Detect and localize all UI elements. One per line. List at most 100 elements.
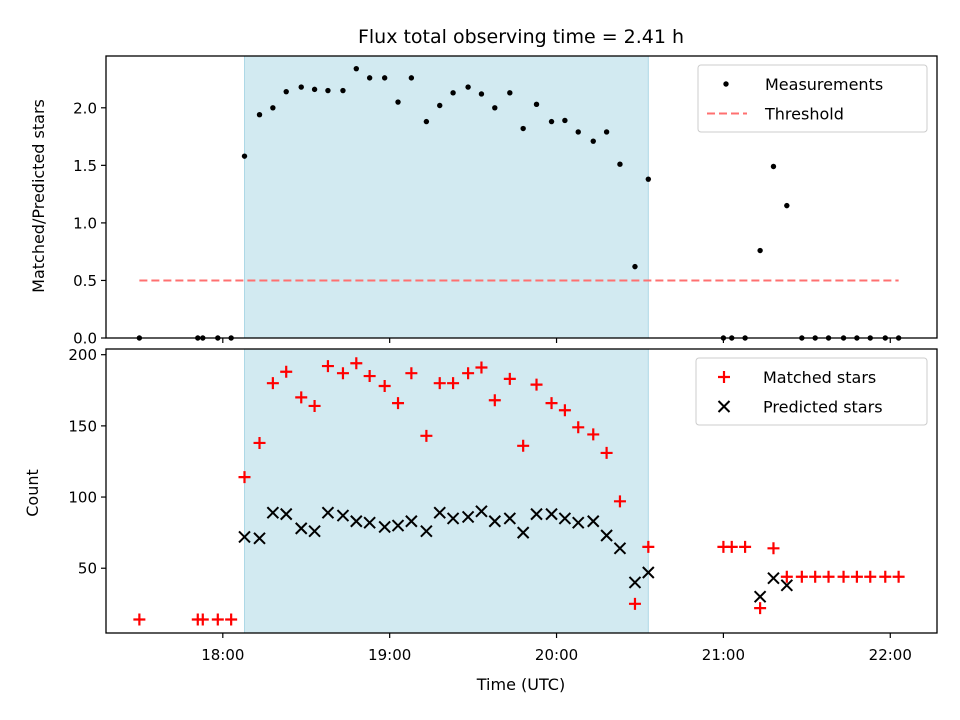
legend-marker-dot — [723, 81, 729, 87]
measurements-point — [283, 88, 289, 95]
measurements-point — [548, 118, 555, 125]
matched-stars-point — [795, 570, 808, 583]
bottom-y-tick-label: 150 — [68, 417, 97, 435]
bottom-x-tick-label: 20:00 — [535, 646, 578, 664]
top-observing-window — [244, 55, 649, 339]
measurements-point — [590, 138, 596, 144]
predicted-stars-point — [516, 526, 530, 539]
matched-stars-point — [767, 542, 780, 555]
top-panel: 0.0 0.5 1.0 1.5 2.0 Measurements Threshold — [73, 55, 938, 348]
predicted-stars-point — [238, 530, 251, 544]
matched-stars-point — [433, 377, 446, 390]
matched-stars-point — [405, 367, 418, 380]
matched-stars-point — [447, 377, 460, 390]
bottom-legend: Matched stars Predicted stars — [695, 357, 928, 426]
bottom-x-tick-label: 21:00 — [702, 646, 745, 664]
predicted-stars-point — [295, 522, 308, 535]
matched-stars-point — [378, 380, 391, 393]
top-y-tick-label: 0.5 — [73, 272, 97, 290]
predicted-stars-point — [266, 506, 280, 519]
matched-stars-point — [196, 613, 209, 626]
matched-stars-point — [642, 540, 655, 553]
matched-stars-point — [363, 370, 376, 383]
measurements-point — [437, 102, 443, 109]
measurements-point — [478, 91, 485, 97]
measurements-point — [507, 90, 513, 96]
matched-stars-point — [754, 602, 767, 615]
predicted-stars-point — [600, 529, 613, 542]
bottom-observing-window — [244, 348, 649, 634]
bottom-x-tick-label: 19:00 — [368, 646, 411, 664]
measurements-point — [645, 176, 652, 182]
top-y-tick-label: 1.5 — [73, 157, 97, 175]
predicted-stars-point — [587, 515, 600, 528]
matched-stars-point — [225, 613, 238, 626]
predicted-stars-point — [558, 512, 572, 525]
measurements-point — [256, 112, 263, 118]
top-y-axis-label: Matched/Predicted stars — [29, 99, 48, 293]
matched-stars-point — [600, 446, 613, 459]
matched-stars-point — [211, 613, 224, 626]
matched-stars-point — [280, 365, 293, 378]
measurements-point — [562, 117, 568, 124]
predicted-stars-point — [391, 519, 405, 532]
matched-stars-point — [628, 597, 641, 610]
matched-stars-point — [850, 570, 863, 583]
legend-marker-x — [717, 400, 731, 413]
bottom-axes-frame — [105, 348, 938, 634]
measurements-point — [311, 86, 318, 93]
predicted-stars-point — [433, 506, 446, 519]
matched-stars-point — [613, 495, 626, 508]
matched-stars-point — [462, 367, 475, 380]
predicted-stars-point — [378, 520, 391, 534]
matched-stars-point — [572, 421, 585, 434]
measurements-point — [520, 125, 526, 132]
matched-stars-point — [420, 429, 433, 442]
matched-stars-point — [392, 397, 405, 410]
predicted-stars-point — [488, 515, 502, 528]
top-axes-frame — [105, 55, 938, 339]
bottom-legend-label: Matched stars — [763, 368, 876, 387]
matched-stars-point — [321, 360, 334, 373]
top-y-tick-label: 0.0 — [73, 330, 97, 348]
measurements-point — [617, 161, 623, 167]
matched-stars-point — [879, 570, 892, 583]
matched-stars-point — [530, 378, 543, 391]
measurements-point — [423, 118, 430, 125]
predicted-stars-point — [628, 576, 642, 589]
matched-stars-point — [253, 436, 266, 449]
bottom-x-tick-label: 18:00 — [201, 646, 244, 664]
x-axis-label: Time (UTC) — [476, 675, 565, 694]
matched-stars-point — [133, 613, 146, 626]
matched-stars-point — [780, 570, 793, 583]
predicted-stars-point — [545, 507, 558, 521]
predicted-stars-point — [767, 571, 780, 585]
predicted-stars-point — [530, 507, 543, 521]
matched-stars-point — [739, 540, 752, 553]
predicted-stars-point — [503, 512, 517, 525]
measurements-point — [366, 75, 373, 81]
predicted-stars-point — [308, 525, 321, 538]
measurements-point — [270, 105, 276, 111]
measurements-point — [395, 99, 401, 105]
matched-stars-point — [822, 570, 835, 583]
top-y-tick-label: 2.0 — [73, 99, 97, 117]
measurements-point — [353, 65, 360, 72]
matched-stars-point — [336, 367, 349, 380]
matched-stars-point — [295, 391, 308, 404]
measurements-point — [632, 263, 638, 270]
chart-title: Flux total observing time = 2.41 h — [358, 26, 684, 48]
matched-stars-point — [558, 404, 571, 417]
matched-stars-point — [308, 399, 321, 412]
measurements-point — [757, 247, 763, 254]
measurements-point — [241, 153, 248, 159]
legend-marker-plus — [718, 371, 730, 383]
predicted-stars-point — [446, 512, 460, 525]
matched-stars-point — [503, 372, 516, 385]
top-legend: Measurements Threshold — [697, 64, 928, 133]
predicted-stars-point — [336, 509, 350, 522]
matched-stars-point — [864, 570, 877, 583]
bottom-y-tick-label: 100 — [68, 489, 97, 507]
matched-stars-point — [350, 357, 363, 370]
